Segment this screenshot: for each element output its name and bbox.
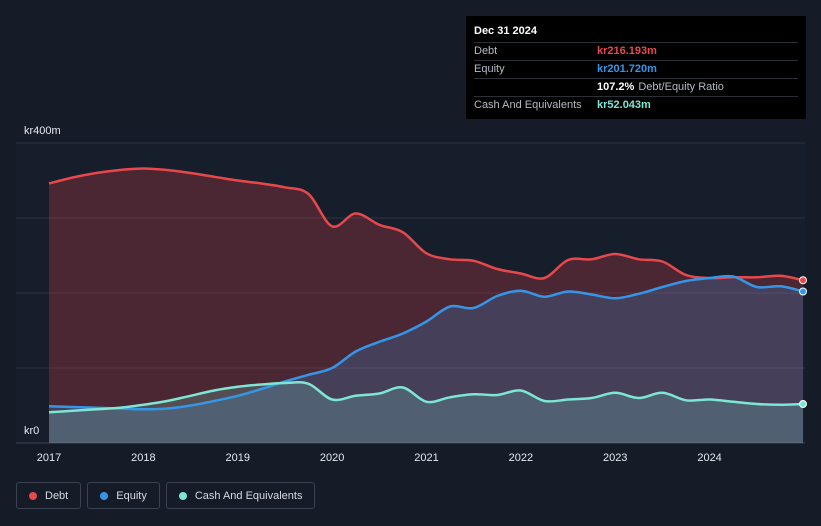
- x-tick-label-2020: 2020: [320, 452, 344, 464]
- x-tick-label-2022: 2022: [509, 452, 533, 464]
- tooltip-row-cash: Cash And Equivalents kr52.043m: [474, 96, 798, 114]
- endpoint-equity: [799, 287, 807, 296]
- tooltip-cash-label: Cash And Equivalents: [474, 99, 582, 111]
- x-tick-label-2021: 2021: [414, 452, 438, 464]
- x-tick-label-2024: 2024: [697, 452, 721, 464]
- y-tick-label-zero: kr0: [24, 425, 40, 437]
- endpoint-debt: [799, 276, 807, 285]
- x-tick-label-2019: 2019: [225, 452, 249, 464]
- line-equity: [48, 274, 804, 411]
- x-axis-ticks: 2017 2018 2019 2020 2021 2022 2023 2024: [37, 452, 722, 464]
- tooltip-date: Dec 31 2024: [474, 25, 537, 37]
- x-tick-label-2023: 2023: [603, 452, 627, 464]
- area-debt: [49, 168, 803, 443]
- legend-item-equity[interactable]: Equity: [87, 482, 160, 509]
- x-tick-label-2017: 2017: [37, 452, 61, 464]
- legend-dot-equity: [100, 491, 109, 500]
- tooltip-ratio-value: 107.2% Debt/Equity Ratio: [597, 79, 724, 96]
- legend-item-cash[interactable]: Cash And Equivalents: [165, 482, 316, 509]
- tooltip-ratio-suffix: Debt/Equity Ratio: [638, 81, 724, 93]
- endpoint-cash: [799, 400, 807, 408]
- series-areas: [49, 168, 803, 443]
- line-cash: [48, 381, 804, 414]
- tooltip-cash-value: kr52.043m: [597, 99, 651, 111]
- chart-legend: Debt Equity Cash And Equivalents: [16, 482, 316, 509]
- tooltip-debt-label: Debt: [474, 45, 498, 57]
- tooltip-debt-value: kr216.193m: [597, 45, 657, 57]
- area-cash: [49, 382, 803, 443]
- tooltip-row-ratio: 107.2% Debt/Equity Ratio: [474, 78, 798, 96]
- legend-dot-cash: [178, 491, 187, 500]
- legend-label-cash: Cash And Equivalents: [194, 489, 303, 502]
- series-endpoints: [799, 276, 807, 408]
- tooltip-panel: Dec 31 2024 Debt kr216.193m Equity kr201…: [466, 16, 806, 119]
- tooltip-ratio-label: [474, 79, 597, 96]
- area-equity: [49, 276, 803, 443]
- line-debt: [48, 167, 804, 282]
- legend-item-debt[interactable]: Debt: [16, 482, 82, 509]
- legend-dot-debt: [29, 491, 37, 500]
- tooltip-ratio-number: 107.2%: [597, 81, 635, 93]
- tooltip-row-equity: Equity kr201.720m: [474, 60, 798, 78]
- legend-label-equity: Equity: [116, 489, 147, 502]
- series-lines: [48, 167, 804, 414]
- grid-lines: [16, 142, 805, 444]
- y-tick-label-top: kr400m: [24, 125, 61, 137]
- tooltip-equity-value: kr201.720m: [597, 63, 657, 75]
- tooltip-equity-label: Equity: [474, 63, 505, 75]
- x-tick-label-2018: 2018: [131, 452, 155, 464]
- tooltip-row-debt: Debt kr216.193m: [474, 42, 798, 60]
- legend-label-debt: Debt: [45, 489, 69, 502]
